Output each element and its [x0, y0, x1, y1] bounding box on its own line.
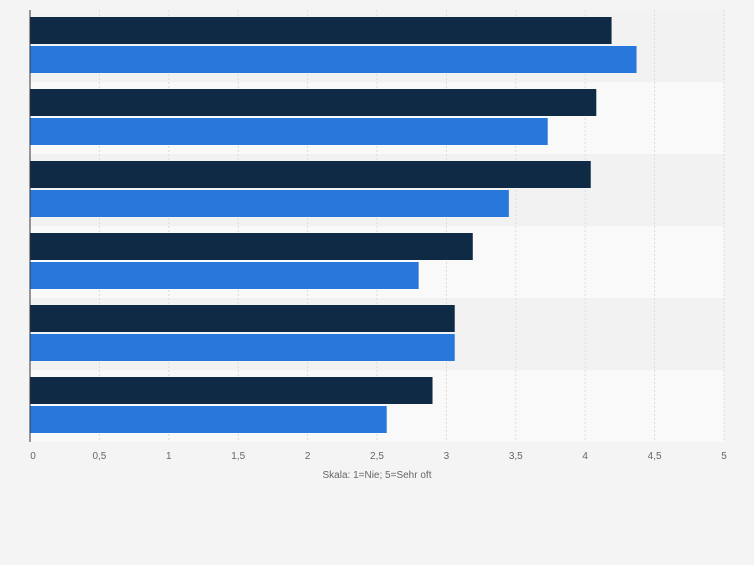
- x-tick-label: 1: [166, 451, 172, 462]
- bar-series-2-category-5[interactable]: [30, 334, 455, 361]
- x-tick-label: 4: [582, 451, 588, 462]
- x-tick-label: 1,5: [231, 451, 245, 462]
- x-tick-label: 0: [30, 451, 36, 462]
- x-tick-label: 2: [305, 451, 311, 462]
- bar-series-2-category-3[interactable]: [30, 190, 509, 217]
- x-tick-label: 5: [721, 451, 727, 462]
- bar-series-1-category-4[interactable]: [30, 233, 473, 260]
- x-tick-label: 2,5: [370, 451, 384, 462]
- bar-series-2-category-4[interactable]: [30, 262, 419, 289]
- x-tick-label: 0,5: [92, 451, 106, 462]
- bar-series-1-category-2[interactable]: [30, 89, 597, 116]
- bar-series-1-category-1[interactable]: [30, 17, 612, 44]
- x-tick-label: 3: [444, 451, 450, 462]
- bar-series-1-category-5[interactable]: [30, 305, 455, 332]
- x-tick-label: 3,5: [509, 451, 523, 462]
- x-axis-label: Skala: 1=Nie; 5=Sehr oft: [323, 470, 432, 481]
- bars: [30, 17, 637, 433]
- bar-series-2-category-6[interactable]: [30, 406, 387, 433]
- x-tick-label: 4,5: [648, 451, 662, 462]
- bar-series-2-category-2[interactable]: [30, 118, 548, 145]
- bar-series-1-category-3[interactable]: [30, 161, 591, 188]
- gridlines: [98, 10, 725, 442]
- x-tick-labels: 0 0,5 1 1,5 2 2,5 3 3,5 4 4,5 5: [30, 451, 727, 462]
- bar-series-2-category-1[interactable]: [30, 46, 637, 73]
- bar-series-1-category-6[interactable]: [30, 377, 433, 404]
